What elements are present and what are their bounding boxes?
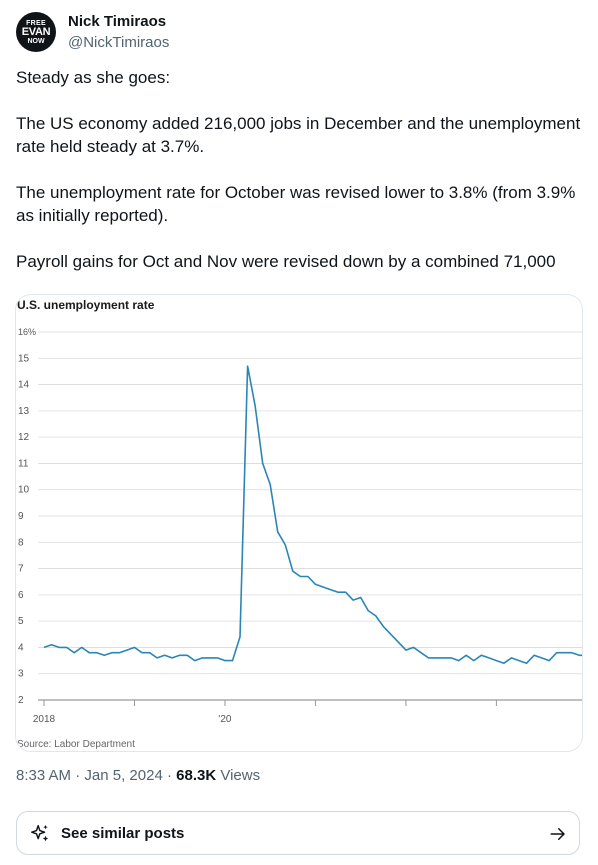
avatar[interactable]: FREE EVAN NOW bbox=[16, 12, 56, 52]
y-tick-label: 2 bbox=[18, 695, 24, 706]
avatar-line-1: FREE bbox=[26, 19, 46, 27]
chart-source: Source: Labor Department bbox=[17, 739, 135, 750]
post-paragraph: The US economy added 216,000 jobs in Dec… bbox=[16, 114, 581, 156]
unemployment-chart: 2 3 4 5 6 7 8 9 10 11 12 13 14 15 2018 '20 U.S. unempl… bbox=[17, 298, 582, 750]
meta-separator: · bbox=[75, 767, 81, 784]
y-tick-label: 10 bbox=[18, 485, 30, 496]
meta-separator: · bbox=[166, 767, 172, 784]
y-tick-label: 3 bbox=[18, 669, 24, 680]
author-handle[interactable]: @NickTimiraos bbox=[68, 34, 170, 51]
y-tick-label: 9 bbox=[18, 511, 24, 522]
y-tick-label: 8 bbox=[18, 537, 24, 548]
sparkle-icon bbox=[31, 824, 49, 842]
see-similar-posts-label: See similar posts bbox=[61, 825, 185, 842]
y-tick-label: 7 bbox=[18, 564, 24, 575]
x-tick-label: 2018 bbox=[33, 714, 56, 725]
chart-x-ticks: 2018 '20 bbox=[33, 700, 497, 725]
series-line-unemployment bbox=[43, 365, 582, 664]
post-paragraph: The unemployment rate for October was re… bbox=[16, 183, 576, 225]
y-tick-label: 14 bbox=[18, 380, 30, 391]
chart-image-card[interactable]: 2 3 4 5 6 7 8 9 10 11 12 13 14 15 2018 '20 U.S. unempl… bbox=[15, 294, 583, 752]
y-tick-label: 4 bbox=[18, 642, 24, 653]
chart-y-ticks: 2 3 4 5 6 7 8 9 10 11 12 13 14 15 bbox=[18, 353, 30, 706]
x-tick-label: '20 bbox=[218, 714, 231, 725]
y-tick-label: 13 bbox=[18, 406, 30, 417]
post-metadata: 8:33 AM · Jan 5, 2024 · 68.3K Views bbox=[16, 767, 260, 784]
chart-gridlines bbox=[38, 331, 582, 701]
views-label: Views bbox=[220, 767, 261, 784]
y-tick-label: 6 bbox=[18, 590, 24, 601]
y-tick-label: 12 bbox=[18, 432, 30, 443]
post-paragraph: Payroll gains for Oct and Nov were revis… bbox=[16, 252, 556, 271]
chart-title: U.S. unemployment rate bbox=[17, 298, 155, 312]
see-similar-posts-button[interactable]: See similar posts bbox=[16, 811, 580, 855]
chart-y-unit-label: 16% bbox=[18, 327, 36, 337]
avatar-line-3: NOW bbox=[27, 37, 45, 45]
post-date[interactable]: Jan 5, 2024 bbox=[84, 767, 163, 784]
post-text: Steady as she goes: The US economy added… bbox=[16, 66, 582, 273]
y-tick-label: 11 bbox=[18, 458, 29, 469]
arrow-right-icon bbox=[550, 828, 565, 840]
post-paragraph: Steady as she goes: bbox=[16, 68, 171, 87]
y-tick-label: 15 bbox=[18, 353, 30, 364]
author-name[interactable]: Nick Timiraos bbox=[68, 13, 167, 30]
avatar-line-2: EVAN bbox=[21, 25, 51, 38]
views-count: 68.3K bbox=[176, 767, 217, 784]
post-time[interactable]: 8:33 AM bbox=[16, 767, 72, 784]
y-tick-label: 5 bbox=[18, 616, 24, 627]
